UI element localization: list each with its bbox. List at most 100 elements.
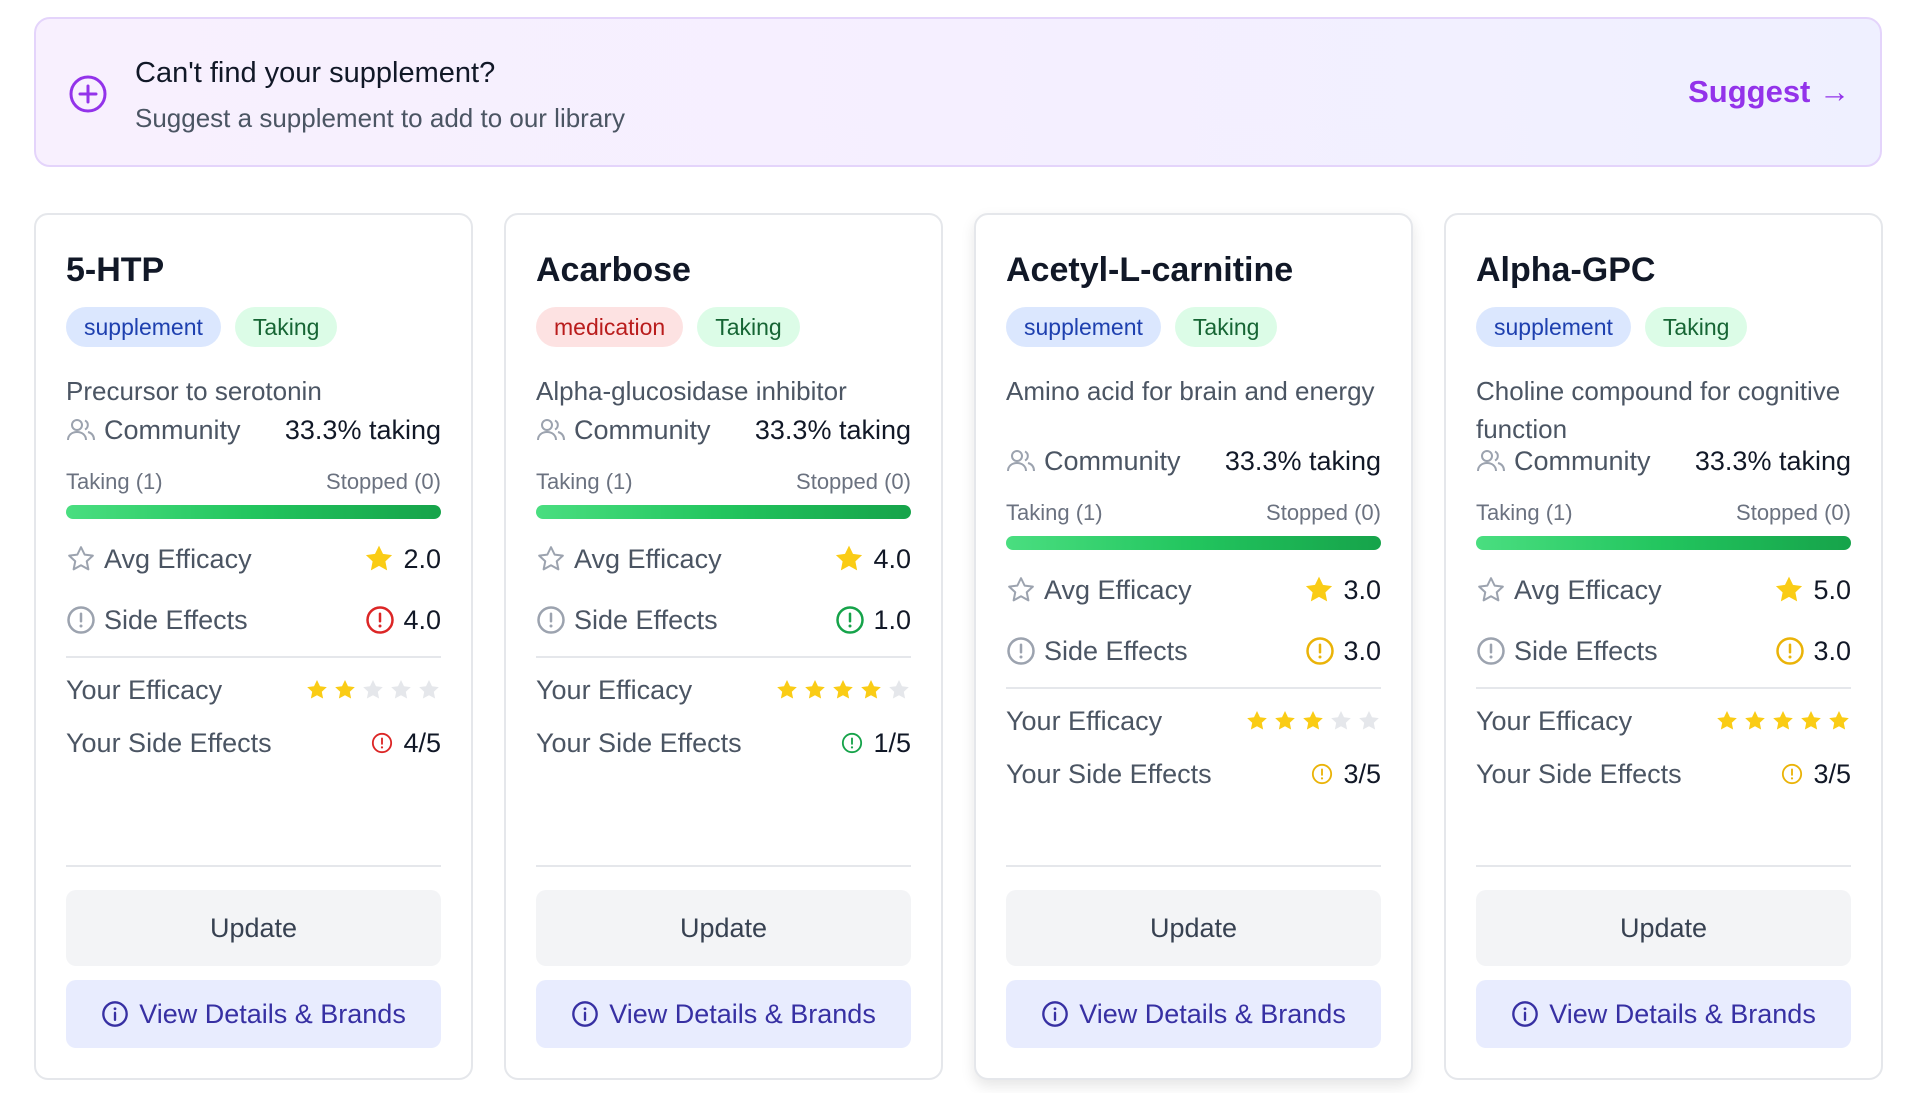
star-empty-icon: [363, 680, 383, 699]
your-side-effects-number: 3/5: [1813, 758, 1851, 789]
taking-count: Taking (1): [1476, 500, 1573, 525]
card-title: Acarbose: [536, 251, 691, 289]
badge-group: supplement Taking: [1006, 307, 1278, 347]
star-outline-icon: [1008, 577, 1034, 602]
community-value: 33.3% taking: [1224, 445, 1381, 476]
taking-progress-fill: [1476, 536, 1851, 550]
your-side-effects-label: Your Side Effects: [536, 727, 742, 758]
taking-count: Taking (1): [1006, 500, 1103, 525]
alert-circle-icon: [537, 606, 565, 634]
taking-progress-bar: [1476, 536, 1851, 550]
card-description: Amino acid for brain and energy: [1006, 376, 1375, 406]
star-filled-icon: [1829, 711, 1849, 730]
avg-efficacy-value: 3.0: [1303, 574, 1381, 606]
star-empty-icon: [1331, 711, 1351, 730]
card-stats: Community 33.3% taking Taking (1) Stopped (…: [66, 410, 441, 763]
star-filled-icon: [307, 680, 327, 699]
avg-efficacy-label: Avg Efficacy: [536, 544, 722, 575]
banner-title: Can't find your supplement?: [135, 57, 496, 89]
plus-circle-icon: [69, 75, 107, 113]
avg-efficacy-row: Avg Efficacy 4.0: [536, 539, 911, 579]
type-badge: medication: [536, 307, 684, 347]
star-outline-icon: [1478, 577, 1504, 602]
star-filled-icon: [366, 545, 393, 571]
suggest-link[interactable]: Suggest →: [1688, 74, 1850, 109]
your-side-effects-label: Your Side Effects: [66, 727, 272, 758]
avg-efficacy-number: 5.0: [1813, 574, 1851, 605]
taking-stopped-row: Taking (1) Stopped (0): [1476, 500, 1851, 526]
star-empty-icon: [1359, 711, 1379, 730]
side-effects-number: 1.0: [873, 604, 911, 635]
side-effects-label: Side Effects: [536, 605, 718, 636]
update-button[interactable]: Update: [1476, 890, 1851, 966]
side-effects-value: 1.0: [835, 605, 911, 636]
side-effects-label: Side Effects: [66, 605, 248, 636]
star-outline-icon: [68, 546, 94, 571]
view-details-button[interactable]: View Details & Brands: [1006, 980, 1381, 1048]
side-effects-row: Side Effects 3.0: [1476, 631, 1851, 671]
view-details-label: View Details & Brands: [1079, 998, 1346, 1029]
taking-progress-fill: [66, 505, 441, 519]
card-stats: Community 33.3% taking Taking (1) Stopped (…: [536, 410, 911, 763]
badge-group: supplement Taking: [66, 307, 338, 347]
star-filled-icon: [335, 680, 355, 699]
your-side-effects-row: Your Side Effects 3/5: [1476, 754, 1851, 794]
view-details-button[interactable]: View Details & Brands: [1476, 980, 1851, 1048]
avg-efficacy-row: Avg Efficacy 2.0: [66, 539, 441, 579]
alert-circle-icon: [1782, 763, 1803, 785]
update-button[interactable]: Update: [66, 890, 441, 966]
your-side-effects-number: 4/5: [403, 727, 441, 758]
view-details-button[interactable]: View Details & Brands: [66, 980, 441, 1048]
taking-count: Taking (1): [536, 469, 633, 494]
star-empty-icon: [391, 680, 411, 699]
view-details-button[interactable]: View Details & Brands: [536, 980, 911, 1048]
suggest-banner: Can't find your supplement? Suggest a su…: [34, 17, 1882, 167]
star-filled-icon: [777, 680, 797, 699]
badge-group: medication Taking: [536, 307, 800, 347]
divider: [536, 656, 911, 658]
alert-circle-icon: [1007, 637, 1035, 665]
card-title: Alpha-GPC: [1476, 251, 1656, 289]
community-row: Community 33.3% taking: [1476, 441, 1851, 481]
alert-circle-icon: [1477, 637, 1505, 665]
star-filled-icon: [1306, 576, 1333, 602]
taking-stopped-row: Taking (1) Stopped (0): [1006, 500, 1381, 526]
users-icon: [1007, 450, 1035, 472]
type-badge: supplement: [1476, 307, 1631, 347]
avg-efficacy-label: Avg Efficacy: [1476, 575, 1662, 606]
side-effects-label: Side Effects: [1006, 636, 1188, 667]
update-button[interactable]: Update: [1006, 890, 1381, 966]
alert-circle-icon: [836, 606, 865, 634]
star-filled-icon: [805, 680, 825, 699]
your-side-effects-value: 1/5: [841, 728, 911, 759]
update-button[interactable]: Update: [536, 890, 911, 966]
avg-efficacy-label: Avg Efficacy: [66, 544, 252, 575]
divider: [66, 865, 441, 867]
taking-stopped-row: Taking (1) Stopped (0): [66, 469, 441, 495]
side-effects-label-text: Side Effects: [1044, 635, 1188, 666]
your-side-effects-row: Your Side Effects 3/5: [1006, 754, 1381, 794]
stopped-count: Stopped (0): [326, 469, 441, 494]
avg-efficacy-value: 4.0: [833, 543, 911, 575]
status-badge: Taking: [697, 307, 800, 347]
view-details-label: View Details & Brands: [139, 998, 406, 1029]
divider: [536, 865, 911, 867]
avg-efficacy-label: Avg Efficacy: [1006, 575, 1192, 606]
taking-progress-bar: [66, 505, 441, 519]
star-filled-icon: [1303, 711, 1323, 730]
avg-efficacy-value: 5.0: [1773, 574, 1851, 606]
star-filled-icon: [1773, 711, 1793, 730]
community-value: 33.3% taking: [284, 414, 441, 445]
side-effects-number: 3.0: [1343, 635, 1381, 666]
taking-progress-fill: [536, 505, 911, 519]
card-description: Alpha-glucosidase inhibitor: [536, 376, 847, 406]
alert-circle-icon: [372, 732, 393, 754]
avg-efficacy-row: Avg Efficacy 5.0: [1476, 570, 1851, 610]
community-label-text: Community: [574, 414, 711, 445]
alert-circle-icon: [1312, 763, 1333, 785]
alert-circle-icon: [1776, 637, 1805, 665]
divider: [66, 656, 441, 658]
side-effects-value: 3.0: [1775, 636, 1851, 667]
supplement-card: Acarbose medication Taking Alpha-glucosidas…: [504, 213, 943, 1080]
your-side-effects-value: 3/5: [1781, 759, 1851, 790]
